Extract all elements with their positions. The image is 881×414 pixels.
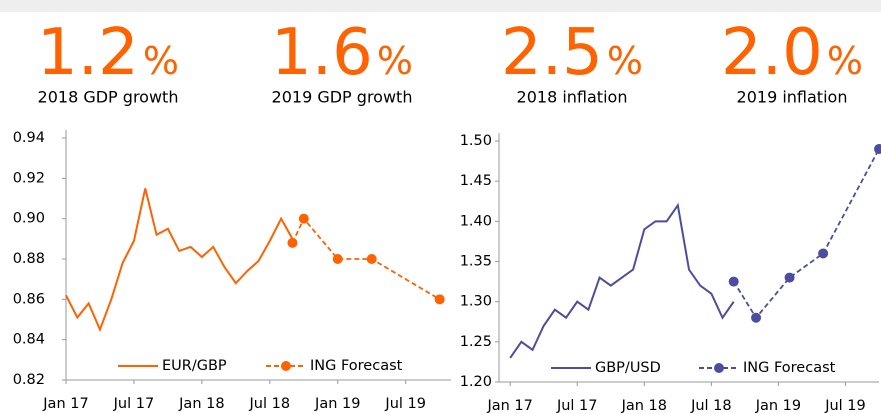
x-tick-label: Jul 17 [556,398,598,414]
stat-unit: % [377,39,413,83]
stat-value: 1.2% [37,16,179,90]
y-tick-label: 1.50 [460,133,492,149]
stat-number: 1.2 [37,16,139,90]
y-tick-label: 1.30 [460,294,492,310]
y-tick-label: 0.82 [13,372,45,388]
legend-label: EUR/GBP [162,358,227,374]
x-tick-label: Jan 18 [178,396,224,412]
x-tick-label: Jan 17 [486,398,532,414]
y-tick-label: 0.84 [13,332,45,348]
stat-unit: % [143,39,179,83]
y-tick-label: 0.94 [13,130,45,146]
stat-number: 1.6 [271,16,373,90]
y-tick-label: 0.90 [13,211,45,227]
x-tick-label: Jul 19 [824,398,866,414]
point [366,254,377,264]
legend-marker [714,363,724,373]
x-tick-label: Jan 18 [621,398,667,414]
point [784,272,795,283]
stat-label: 2019 inflation [737,88,848,107]
x-tick-label: Jan 19 [755,398,801,414]
stat-number: 2.0 [721,16,823,90]
x-tick-label: Jul 19 [384,396,426,412]
point [818,248,829,259]
top-band [0,0,881,12]
stat-value: 2.0% [721,16,863,90]
point [728,276,739,287]
legend-label: ING Forecast [743,360,836,376]
point [434,294,445,305]
y-tick-label: 0.92 [13,170,45,186]
stat-label: 2019 GDP growth [272,88,413,107]
point [751,312,762,323]
stat-label: 2018 GDP growth [38,88,179,107]
y-tick-label: 1.35 [460,254,492,270]
y-tick-label: 1.40 [460,213,492,229]
stat-unit: % [827,39,863,83]
series-line [732,148,880,320]
point [332,254,343,264]
stat-value: 1.6% [271,16,413,90]
stat-value: 2.5% [501,16,643,90]
stat-number: 2.5 [501,16,603,90]
stat-label: 2018 inflation [517,88,628,107]
x-tick-label: Jul 18 [249,396,291,412]
legend-label: ING Forecast [310,358,403,374]
series-line [65,188,294,333]
y-tick-label: 1.20 [460,374,492,390]
point [298,213,309,224]
x-tick-label: Jul 17 [113,396,155,412]
y-tick-label: 0.86 [13,291,45,307]
y-tick-label: 1.25 [460,334,492,350]
series-line [291,217,441,301]
y-tick-label: 1.45 [460,173,492,189]
y-tick-label: 0.88 [13,251,45,267]
point [874,144,881,155]
x-tick-label: Jan 17 [42,396,88,412]
legend-marker [281,361,291,371]
legend-label: GBP/USD [595,360,661,376]
stat-unit: % [607,39,643,83]
x-tick-label: Jul 18 [690,398,732,414]
series-line [509,202,735,359]
point [287,237,298,248]
x-tick-label: Jan 19 [314,396,360,412]
